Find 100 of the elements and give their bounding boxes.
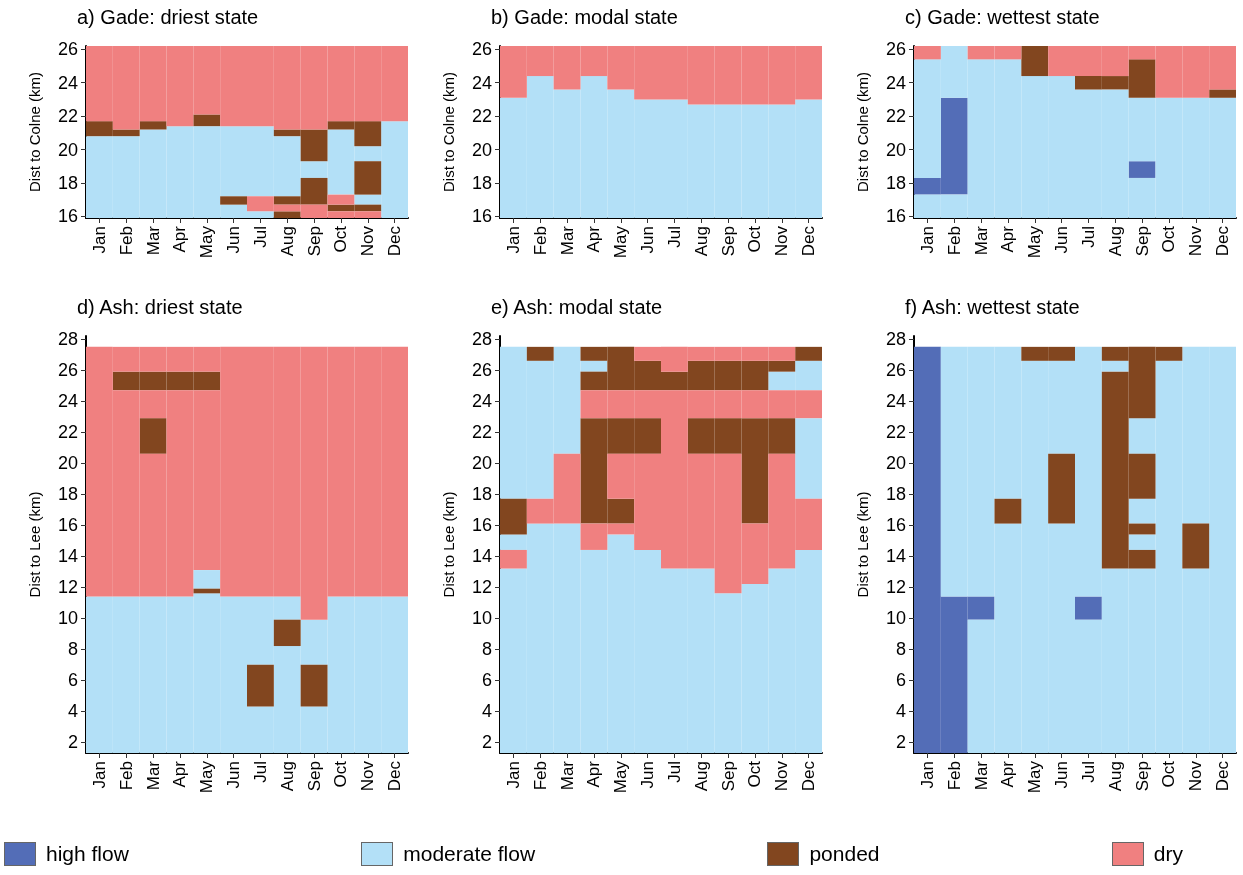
y-tick-label: 16 <box>471 206 492 227</box>
chart-title: a) Gade: driest state <box>77 6 259 28</box>
y-tick-label: 28 <box>885 329 906 350</box>
y-tick-label: 4 <box>481 701 492 722</box>
chart-title: b) Gade: modal state <box>491 6 678 28</box>
y-tick-label: 12 <box>885 577 906 598</box>
chart-title: f) Ash: wettest state <box>905 296 1080 318</box>
x-tick-label: May <box>611 760 631 794</box>
y-tick-label: 8 <box>481 639 492 660</box>
y-tick-label: 18 <box>57 484 78 505</box>
y-tick-label: 4 <box>895 701 906 722</box>
x-tick-label: Jun <box>1052 761 1072 789</box>
y-tick-label: 26 <box>57 360 78 381</box>
x-tick-label: Jul <box>664 761 684 783</box>
y-tick-label: 18 <box>471 172 492 193</box>
y-axis-title: Dist to Colne (km) <box>440 71 457 193</box>
y-tick-label: 18 <box>885 172 906 193</box>
x-tick-label: Oct <box>745 225 765 253</box>
y-tick-label: 24 <box>885 391 906 412</box>
x-tick-label: Aug <box>1105 226 1125 257</box>
y-tick-label: 24 <box>471 391 492 412</box>
x-tick-label: Sep <box>1132 226 1152 257</box>
x-tick-label: May <box>197 760 217 794</box>
y-tick-label: 26 <box>885 360 906 381</box>
y-tick-label: 18 <box>57 172 78 193</box>
x-tick-label: May <box>611 225 631 259</box>
y-tick-label: 10 <box>57 608 78 629</box>
x-tick-label: Sep <box>304 226 324 257</box>
x-tick-label: Aug <box>691 761 711 792</box>
x-tick-label: Oct <box>331 760 351 788</box>
x-tick-label: Feb <box>530 761 550 791</box>
y-tick-label: 14 <box>471 546 492 567</box>
x-tick-label: Mar <box>557 225 577 256</box>
y-tick-label: 6 <box>895 670 906 691</box>
x-tick-label: Mar <box>557 760 577 791</box>
y-tick-label: 10 <box>471 608 492 629</box>
y-axis-title: Dist to Colne (km) <box>854 71 871 193</box>
y-tick-label: 12 <box>57 577 78 598</box>
y-tick-label: 16 <box>885 515 906 536</box>
y-tick-label: 22 <box>471 422 492 443</box>
legend-label: high flow <box>46 842 129 866</box>
y-tick-label: 8 <box>67 639 78 660</box>
y-tick-label: 6 <box>67 670 78 691</box>
y-tick-label: 14 <box>57 546 78 567</box>
x-tick-label: Jan <box>503 226 523 254</box>
x-tick-label: Oct <box>1159 225 1179 253</box>
y-tick-label: 26 <box>885 39 906 60</box>
x-tick-label: Dec <box>799 760 819 792</box>
x-tick-label: May <box>1025 760 1045 794</box>
x-tick-label: Mar <box>971 760 991 791</box>
x-tick-label: Aug <box>1105 761 1125 792</box>
y-tick-label: 28 <box>57 329 78 350</box>
y-tick-label: 18 <box>885 484 906 505</box>
y-tick-label: 2 <box>481 732 492 753</box>
chart-title: e) Ash: modal state <box>491 296 663 318</box>
y-tick-label: 20 <box>885 453 906 474</box>
y-tick-label: 14 <box>885 546 906 567</box>
y-tick-label: 8 <box>895 639 906 660</box>
y-axis-title: Dist to Lee (km) <box>440 491 457 598</box>
x-tick-label: Nov <box>358 225 378 257</box>
x-tick-label: Sep <box>718 761 738 792</box>
y-tick-label: 22 <box>885 422 906 443</box>
x-tick-label: May <box>197 225 217 259</box>
x-tick-label: Aug <box>277 226 297 257</box>
x-tick-label: Jun <box>1052 226 1072 254</box>
x-tick-label: Sep <box>718 226 738 257</box>
x-tick-label: Dec <box>385 760 405 792</box>
y-tick-label: 20 <box>471 453 492 474</box>
x-tick-label: Aug <box>691 226 711 257</box>
y-tick-label: 24 <box>885 72 906 93</box>
y-tick-label: 16 <box>471 515 492 536</box>
x-tick-label: Apr <box>998 760 1018 788</box>
x-tick-label: Mar <box>143 225 163 256</box>
x-tick-label: Sep <box>304 761 324 792</box>
x-tick-label: Jan <box>917 761 937 789</box>
x-tick-label: Jan <box>89 226 109 254</box>
y-tick-label: 20 <box>57 139 78 160</box>
x-tick-label: Apr <box>584 760 604 788</box>
y-axis-title: Dist to Lee (km) <box>854 491 871 598</box>
y-tick-label: 26 <box>471 39 492 60</box>
x-tick-label: Jun <box>638 226 658 254</box>
y-tick-label: 16 <box>57 206 78 227</box>
x-tick-label: Jan <box>503 761 523 789</box>
x-tick-label: Feb <box>944 761 964 791</box>
y-tick-label: 26 <box>57 39 78 60</box>
x-tick-label: Jul <box>250 226 270 248</box>
x-tick-label: Nov <box>772 760 792 792</box>
y-tick-label: 24 <box>57 391 78 412</box>
y-axis-title: Dist to Lee (km) <box>26 491 43 598</box>
x-tick-label: Dec <box>799 225 819 257</box>
x-tick-label: Oct <box>331 225 351 253</box>
y-tick-label: 22 <box>57 106 78 127</box>
x-tick-label: Aug <box>277 761 297 792</box>
y-tick-label: 28 <box>471 329 492 350</box>
x-tick-label: Oct <box>1159 760 1179 788</box>
y-tick-label: 22 <box>57 422 78 443</box>
x-tick-label: Oct <box>745 760 765 788</box>
x-tick-label: Mar <box>971 225 991 256</box>
legend-label: ponded <box>809 842 880 866</box>
x-tick-label: Mar <box>143 760 163 791</box>
